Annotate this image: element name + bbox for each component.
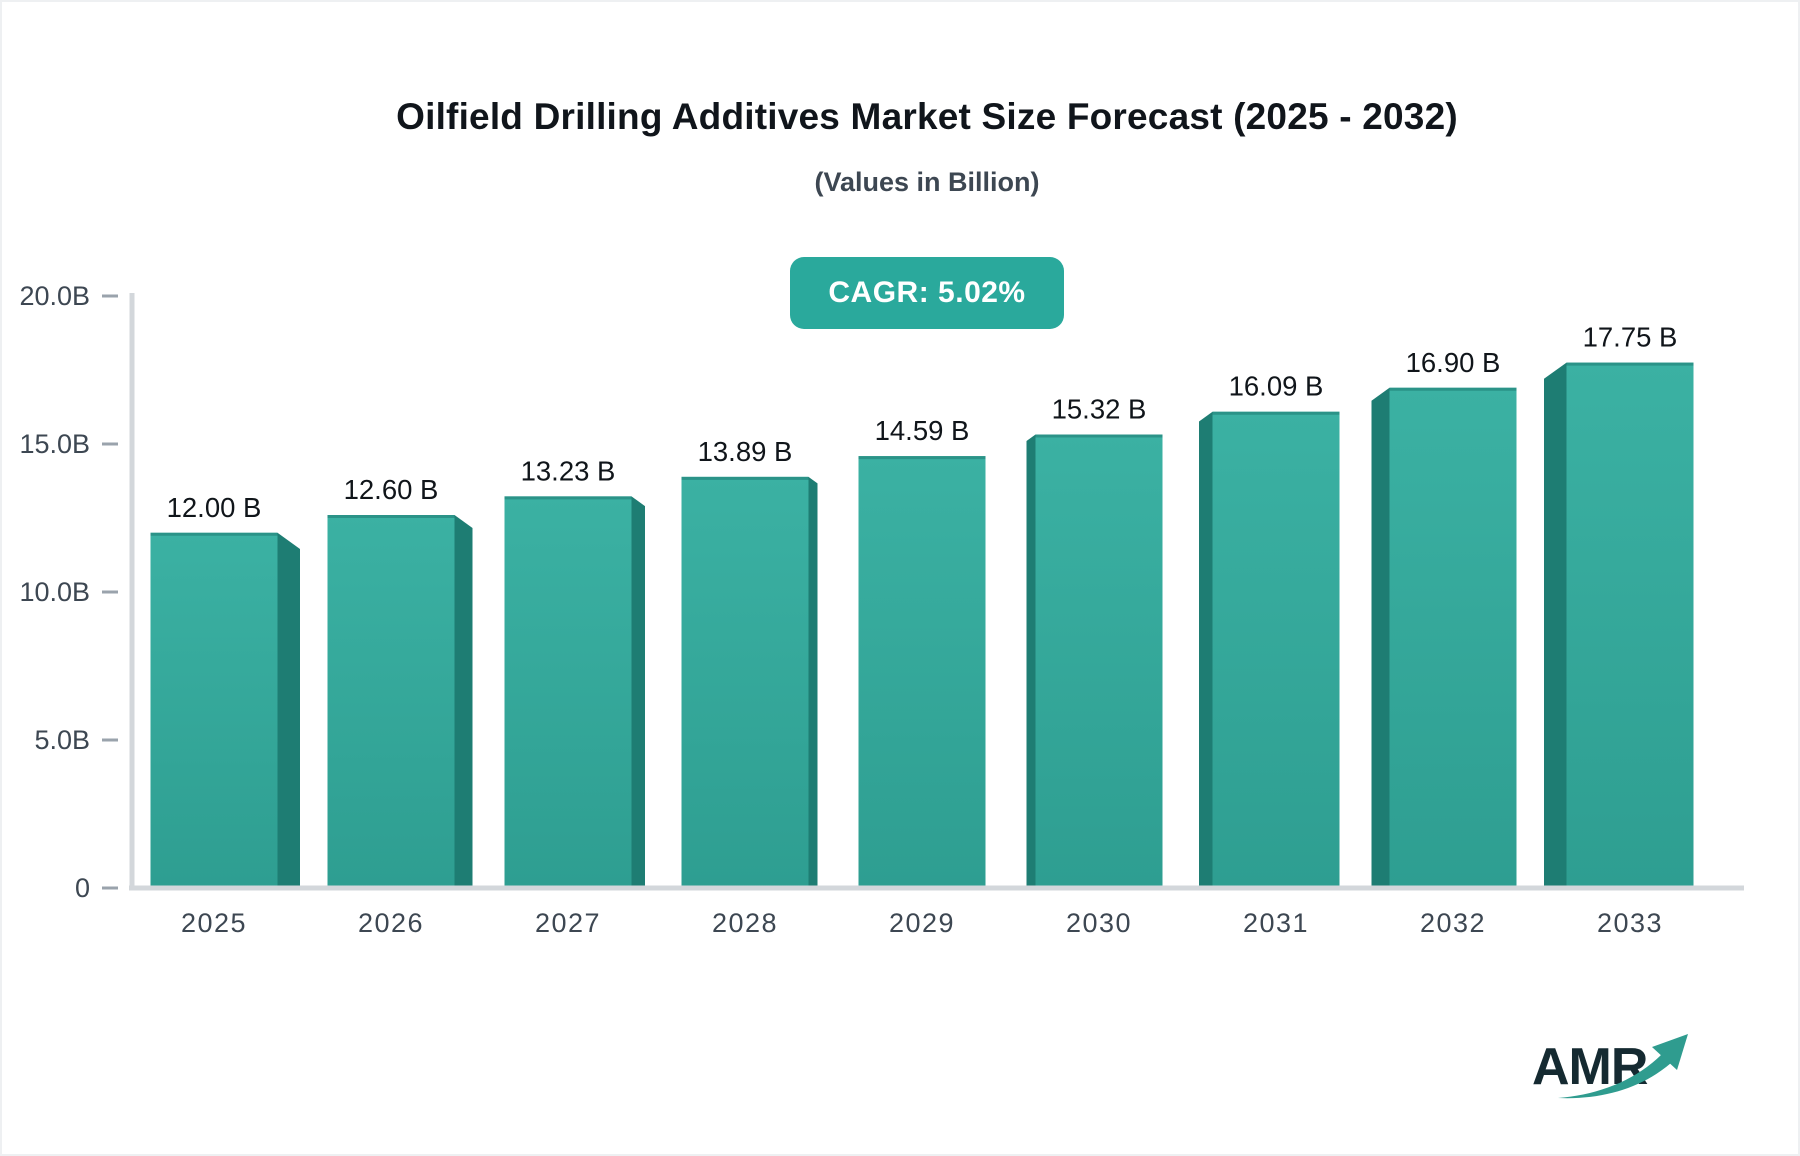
x-axis-label-2026: 2026 (358, 908, 424, 938)
bar-side-face (454, 515, 473, 888)
bar-value-label: 16.90 B (1406, 347, 1501, 378)
bar-value-label: 17.75 B (1583, 322, 1678, 353)
chart-title: Oilfield Drilling Additives Market Size … (396, 96, 1458, 137)
bar-2025: 12.00 B (150, 492, 300, 888)
bar-value-label: 15.32 B (1052, 394, 1147, 425)
x-axis-label-2025: 2025 (181, 908, 247, 938)
y-axis-label-10.0B: 10.0B (19, 577, 90, 607)
bar-2032: 16.90 B (1371, 347, 1517, 888)
bar-value-label: 12.00 B (167, 492, 262, 523)
bar-face (504, 496, 632, 888)
bar-2031: 16.09 B (1199, 371, 1340, 888)
bar-value-label: 12.60 B (344, 474, 439, 505)
bar-2029: 14.59 B (858, 415, 986, 888)
bar-side-face (1199, 411, 1213, 888)
bar-side-face (1026, 434, 1036, 888)
bar-2028: 13.89 B (681, 436, 818, 888)
bar-side-face (277, 532, 300, 888)
bar-2030: 15.32 B (1026, 394, 1163, 888)
bar-side-face (1371, 387, 1390, 888)
bar-2027: 13.23 B (504, 455, 645, 888)
amr-logo: AMR (1532, 1034, 1688, 1099)
bar-value-label: 13.23 B (521, 455, 616, 486)
y-axis-label-15.0B: 15.0B (19, 429, 90, 459)
y-axis-label-20.0B: 20.0B (19, 281, 90, 311)
bar-face (1212, 411, 1340, 888)
x-axis-label-2030: 2030 (1066, 908, 1132, 938)
bar-2033: 17.75 B (1544, 322, 1694, 889)
bar-face (327, 515, 455, 888)
x-axis-label-2031: 2031 (1243, 908, 1309, 938)
x-axis-label-2032: 2032 (1420, 908, 1486, 938)
bar-face (858, 456, 986, 888)
cagr-badge: CAGR: 5.02% (790, 257, 1064, 329)
chart-subtitle: (Values in Billion) (814, 167, 1040, 197)
bar-side-face (631, 496, 645, 888)
x-axis-label-2028: 2028 (712, 908, 778, 938)
bar-face (150, 532, 278, 888)
y-axis-label-5.0B: 5.0B (34, 725, 90, 755)
amr-logo-text: AMR (1532, 1038, 1648, 1096)
bar-2026: 12.60 B (327, 474, 473, 888)
bar-side-face (1544, 362, 1567, 889)
bar-face (681, 476, 809, 888)
bar-value-label: 13.89 B (698, 436, 793, 467)
bar-value-label: 16.09 B (1229, 371, 1324, 402)
y-axis-label-0: 0 (75, 873, 90, 903)
bar-face (1035, 434, 1163, 888)
bar-face (1389, 387, 1517, 888)
x-axis-label-2027: 2027 (535, 908, 601, 938)
bar-side-face (808, 476, 818, 888)
bar-value-label: 14.59 B (875, 415, 970, 446)
bar-face (1566, 362, 1694, 889)
x-axis-label-2029: 2029 (889, 908, 955, 938)
amr-logo-arrow-icon (1558, 1034, 1688, 1099)
x-axis-label-2033: 2033 (1597, 908, 1663, 938)
